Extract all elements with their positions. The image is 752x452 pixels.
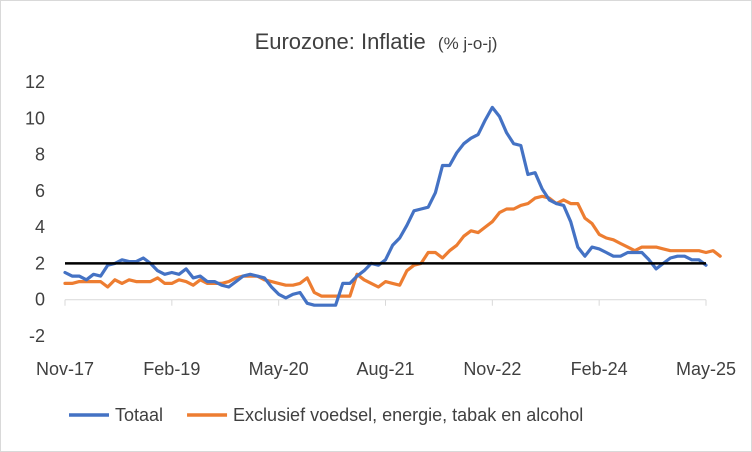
y-tick-label: -2 <box>29 326 45 346</box>
y-tick-label: 4 <box>35 217 45 237</box>
y-tick-label: 8 <box>35 145 45 165</box>
x-tick-label: May-25 <box>676 359 736 379</box>
series-line-1 <box>63 194 722 298</box>
x-tick-label: Nov-22 <box>463 359 521 379</box>
chart-title-text: Eurozone: Inflatie <box>255 29 426 54</box>
y-tick-label: 0 <box>35 290 45 310</box>
x-axis: Nov-17 Feb-19 May-20 Aug-21 Nov-22 Feb-24 May-… <box>36 299 736 379</box>
legend-label-1: Exclusief voedsel, energie, tabak en alc… <box>233 405 583 425</box>
x-tick-label: Aug-21 <box>356 359 414 379</box>
y-tick-label: 12 <box>25 72 45 92</box>
series-line-0 <box>63 105 708 307</box>
y-tick-label: 6 <box>35 181 45 201</box>
x-tick-label: Feb-19 <box>143 359 200 379</box>
legend-label-0: Totaal <box>115 405 163 425</box>
x-tick-label: Nov-17 <box>36 359 94 379</box>
chart-title: Eurozone: Inflatie (% j-o-j) <box>255 29 498 54</box>
y-tick-label: 10 <box>25 108 45 128</box>
plot-area <box>63 105 722 307</box>
x-tick-label: May-20 <box>249 359 309 379</box>
y-tick-label: 2 <box>35 253 45 273</box>
y-axis: -2 0 2 4 6 8 10 12 <box>25 72 45 346</box>
legend: Totaal Exclusief voedsel, energie, tabak … <box>69 405 583 425</box>
x-tick-label: Feb-24 <box>571 359 628 379</box>
chart-title-unit: (% j-o-j) <box>438 34 498 53</box>
